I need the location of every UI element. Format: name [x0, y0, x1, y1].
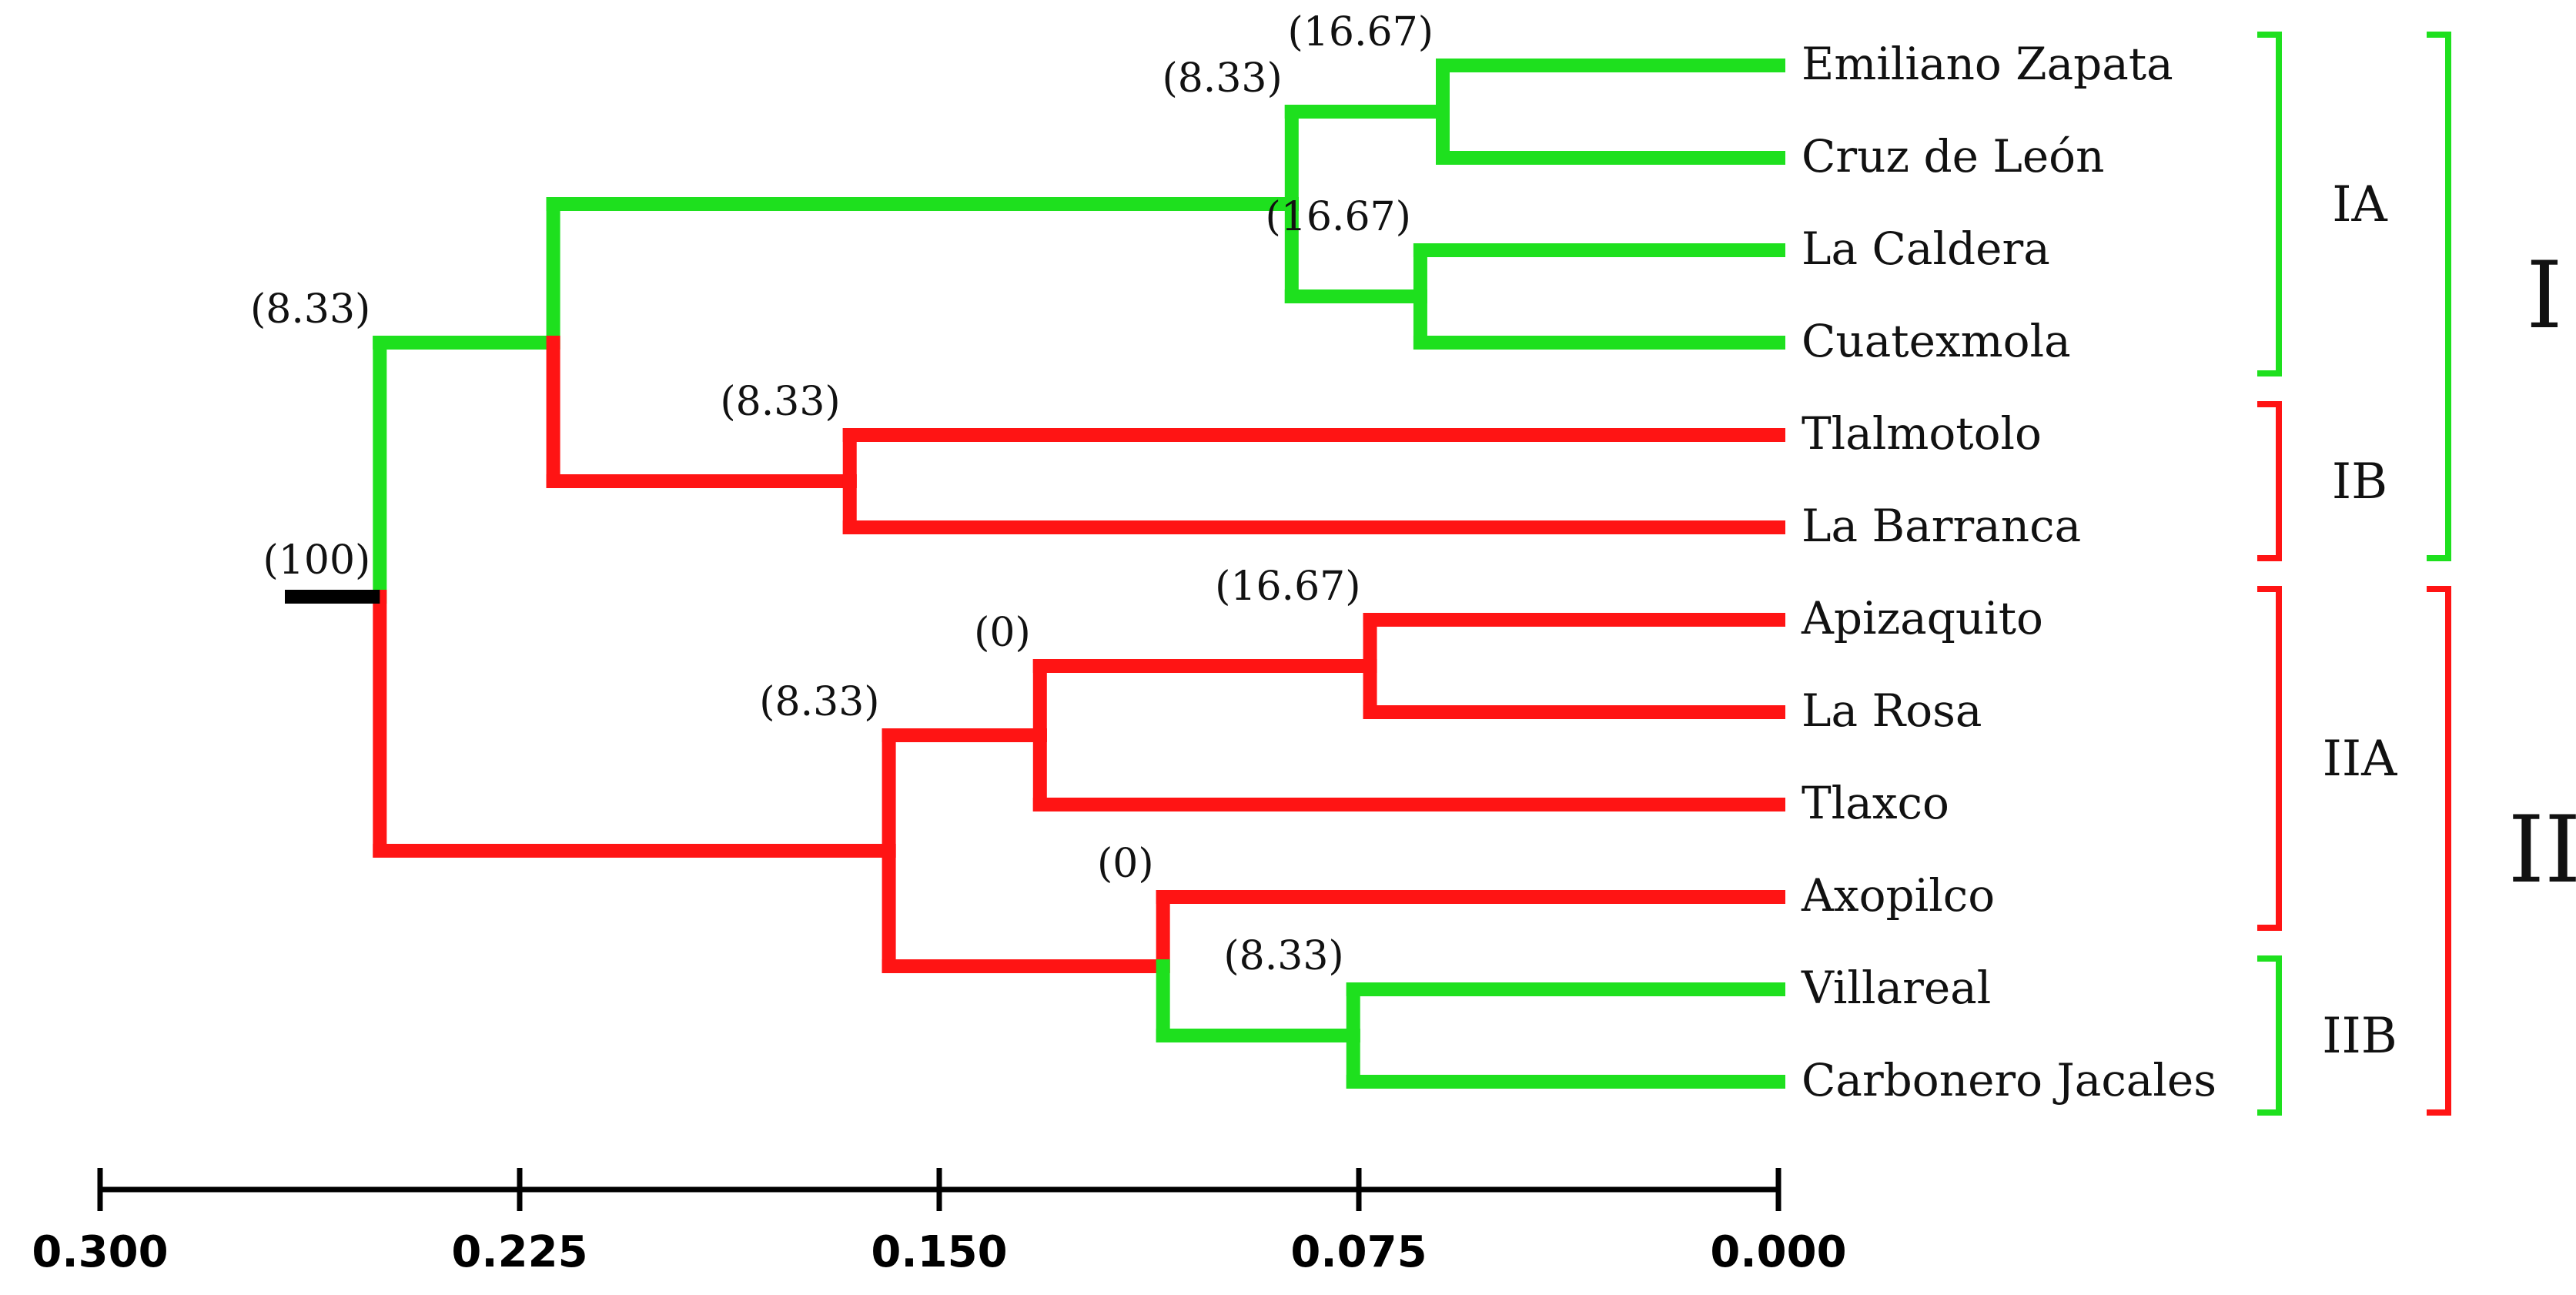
branches [285, 59, 1785, 1089]
axis-tick-label: 0.075 [1290, 1227, 1427, 1277]
bracket-IB [2257, 401, 2282, 561]
bracket-IIA [2257, 586, 2282, 931]
bootstrap-label-n_II: (8.33) [759, 679, 879, 725]
group-label-IB: IB [2332, 453, 2387, 510]
axis-tick-label: 0.300 [32, 1227, 168, 1277]
bracket-IA [2257, 32, 2282, 376]
bootstrap-label-n_IA: (8.33) [1162, 55, 1282, 102]
group-label-IIA: IIA [2323, 731, 2398, 788]
group-label-II: II [2508, 797, 2576, 904]
axis-tick-label: 0.150 [871, 1227, 1007, 1277]
bracket-IIB [2257, 955, 2282, 1116]
bootstrap-label-n_EZ_CL: (16.67) [1288, 9, 1434, 55]
bootstrap-label-n_LC_CU: (16.67) [1265, 194, 1410, 240]
leaf-label: Cruz de León [1802, 130, 2104, 182]
leaf-label: Cuatexmola [1802, 315, 2071, 367]
axis-tick-label: 0.225 [451, 1227, 587, 1277]
bootstrap-label-n_I: (8.33) [250, 286, 370, 333]
leaf-label: Emiliano Zapata [1802, 38, 2173, 90]
bracket-I [2427, 32, 2451, 561]
leaf-label: Axopilco [1801, 869, 1995, 922]
bootstrap-label-n_IIA: (0) [974, 610, 1031, 656]
leaf-label: Apizaquito [1801, 592, 2043, 644]
leaf-label: Tlalmotolo [1802, 407, 2042, 460]
leaf-labels: Emiliano Zapata Cruz de León La Caldera Cua… [1801, 38, 2216, 1106]
leaf-label: Carbonero Jacales [1802, 1054, 2216, 1106]
group-label-IA: IA [2332, 176, 2387, 233]
bootstrap-label-root: (100) [263, 537, 371, 584]
bootstrap-labels: (100)(8.33)(8.33)(16.67)(16.67)(8.33)(8.… [250, 9, 1434, 979]
leaf-label: La Rosa [1802, 684, 1982, 737]
group-label-I: I [2526, 243, 2562, 350]
leaf-label: Villareal [1801, 962, 1991, 1014]
axis-tick-label: 0.000 [1710, 1227, 1846, 1277]
bootstrap-label-n_IIB: (8.33) [1223, 933, 1343, 979]
bootstrap-label-n_AX: (0) [1097, 841, 1154, 887]
leaf-label: La Caldera [1802, 223, 2050, 275]
group-label-IIB: IIB [2322, 1008, 2397, 1065]
distance-axis: 0.300 0.225 0.150 0.075 0.000 [32, 1168, 1847, 1277]
bracket-II [2427, 586, 2451, 1116]
bootstrap-label-n_AP_LR: (16.67) [1215, 564, 1360, 610]
leaf-label: Tlaxco [1802, 777, 1949, 829]
leaf-label: La Barranca [1802, 500, 2081, 552]
bootstrap-label-n_IB: (8.33) [720, 379, 840, 425]
